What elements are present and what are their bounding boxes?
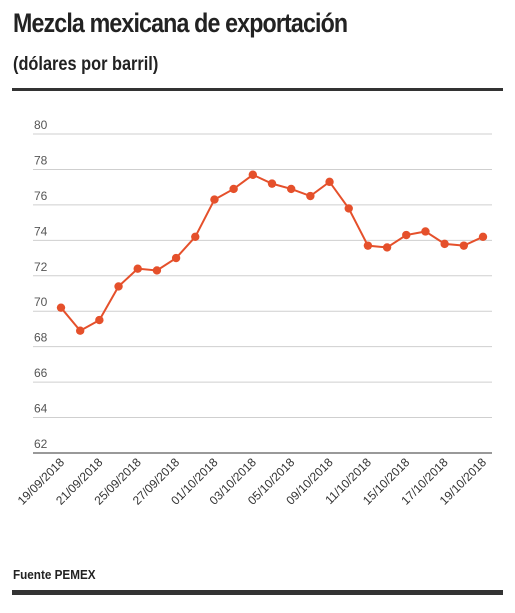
data-point	[306, 191, 315, 201]
data-point	[152, 266, 162, 275]
y-tick-label: 66	[34, 366, 48, 380]
series-line	[60, 173, 484, 332]
data-point	[171, 253, 181, 263]
data-point	[191, 232, 200, 241]
chart-subtitle: (dólares por barril)	[13, 54, 159, 75]
y-tick-label: 68	[34, 331, 48, 345]
top-rule	[12, 88, 503, 91]
data-point	[421, 227, 430, 236]
y-tick-label: 80	[34, 118, 48, 132]
data-point	[56, 303, 66, 312]
data-point	[440, 239, 449, 249]
data-point	[382, 243, 392, 252]
y-tick-label: 78	[34, 153, 48, 167]
data-point	[325, 177, 334, 187]
y-axis-tick-labels: 62 64 66 68 70 72 74 76 78 80	[34, 118, 48, 451]
data-point	[459, 241, 469, 250]
data-point	[248, 170, 258, 179]
data-point	[95, 315, 104, 325]
data-point	[229, 184, 238, 194]
y-tick-label: 70	[34, 295, 48, 309]
y-tick-label: 62	[34, 437, 48, 451]
source-note: Fuente PEMEX	[13, 567, 96, 582]
data-point	[363, 241, 373, 250]
data-point	[478, 232, 488, 241]
chart-title: Mezcla mexicana de exportación	[13, 8, 348, 38]
y-tick-label: 64	[34, 402, 48, 416]
data-point	[210, 195, 219, 204]
x-axis-tick-labels: 19/09/201821/09/201825/09/201827/09/2018…	[15, 455, 490, 508]
data-point	[114, 282, 123, 291]
data-point	[344, 204, 353, 213]
grid-lines	[33, 133, 492, 454]
data-point	[75, 326, 85, 335]
series-points	[56, 170, 488, 335]
data-point	[286, 184, 296, 194]
y-tick-label: 76	[34, 189, 48, 203]
y-tick-label: 72	[34, 260, 48, 274]
bottom-rule	[12, 590, 503, 595]
y-tick-label: 74	[34, 224, 48, 238]
data-point	[267, 179, 277, 188]
data-point	[402, 230, 411, 240]
data-point	[133, 264, 142, 273]
